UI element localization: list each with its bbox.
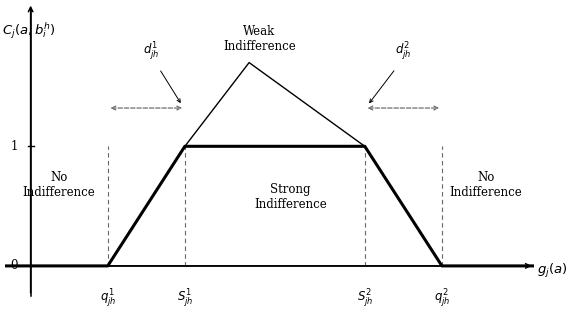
Text: $d_{jh}^{2}$: $d_{jh}^{2}$ [395,41,412,63]
Text: No
Indifference: No Indifference [449,171,522,198]
Text: Strong
Indifference: Strong Indifference [254,182,327,210]
Text: $q_{jh}^{2}$: $q_{jh}^{2}$ [434,287,450,310]
Text: $g_j(a)$: $g_j(a)$ [537,262,568,280]
Text: 1: 1 [10,140,18,153]
Text: 0: 0 [10,260,18,272]
Text: $d_{jh}^{1}$: $d_{jh}^{1}$ [143,41,160,63]
Text: $q_{jh}^{1}$: $q_{jh}^{1}$ [100,287,116,310]
Text: Weak
Indifference: Weak Indifference [223,25,296,53]
Text: $C_j(a, b_i^h)$: $C_j(a, b_i^h)$ [2,21,56,41]
Text: $S_{jh}^{1}$: $S_{jh}^{1}$ [177,287,193,310]
Text: No
Indifference: No Indifference [23,171,95,198]
Text: $S_{jh}^{2}$: $S_{jh}^{2}$ [357,287,373,310]
